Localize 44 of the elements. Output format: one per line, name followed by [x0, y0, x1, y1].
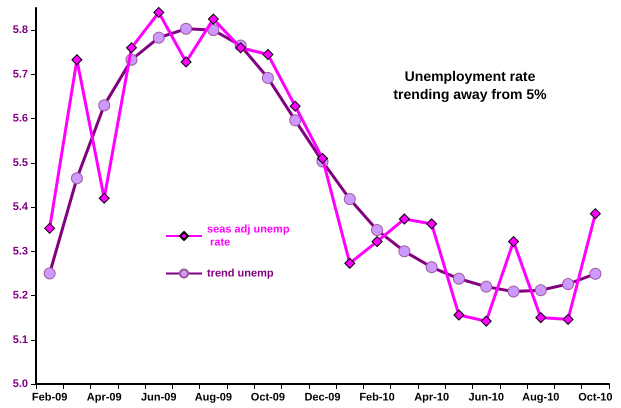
text: Unemployment rate trending away from 5%	[393, 68, 548, 102]
point	[317, 152, 328, 164]
x-tick-label: Apr-09	[86, 392, 122, 404]
point	[180, 56, 192, 68]
point	[235, 42, 246, 54]
point	[208, 14, 219, 25]
point	[426, 218, 438, 230]
x-tick-label: Jun-09	[141, 392, 177, 404]
legend-label: trend unemp	[207, 268, 274, 280]
point	[535, 312, 546, 324]
point	[153, 6, 164, 18]
point	[372, 236, 383, 248]
y-tick-label: 5.6	[12, 112, 28, 125]
point	[71, 54, 82, 66]
x-tick-label: Aug-09	[194, 392, 232, 404]
point	[590, 208, 601, 220]
x-tick-label: Apr-10	[414, 392, 450, 404]
x-tick-label: Feb-09	[32, 392, 68, 404]
point	[562, 314, 574, 325]
y-tick-label: 5.7	[12, 68, 28, 80]
point	[126, 42, 137, 54]
y-tick-label: 5.3	[12, 245, 28, 258]
y-tick-label: 5.2	[12, 290, 28, 302]
x-tick-label: Oct-09	[250, 392, 286, 404]
point	[98, 192, 110, 204]
x-tick-label: Jun-10	[468, 392, 504, 404]
x-tick-label: Dec-09	[304, 392, 341, 404]
x-tick-label: Feb-10	[359, 392, 395, 404]
legend-label: seas adj unemp rate	[207, 224, 290, 248]
x-tick-label: Oct-10	[578, 392, 612, 404]
y-tick-label: 5.1	[12, 334, 28, 346]
point	[453, 309, 464, 320]
x-tick-label: Aug-10	[522, 392, 560, 404]
point	[398, 214, 410, 224]
y-tick-label: 5.0	[12, 378, 28, 390]
point	[480, 316, 492, 327]
point	[290, 100, 301, 112]
point	[44, 222, 56, 234]
y-tick-label: 5.5	[12, 156, 28, 169]
point	[262, 48, 274, 60]
point	[344, 258, 356, 269]
y-tick-label: 5.8	[12, 24, 28, 36]
y-tick-label: 5.4	[12, 201, 29, 214]
point	[508, 236, 519, 248]
